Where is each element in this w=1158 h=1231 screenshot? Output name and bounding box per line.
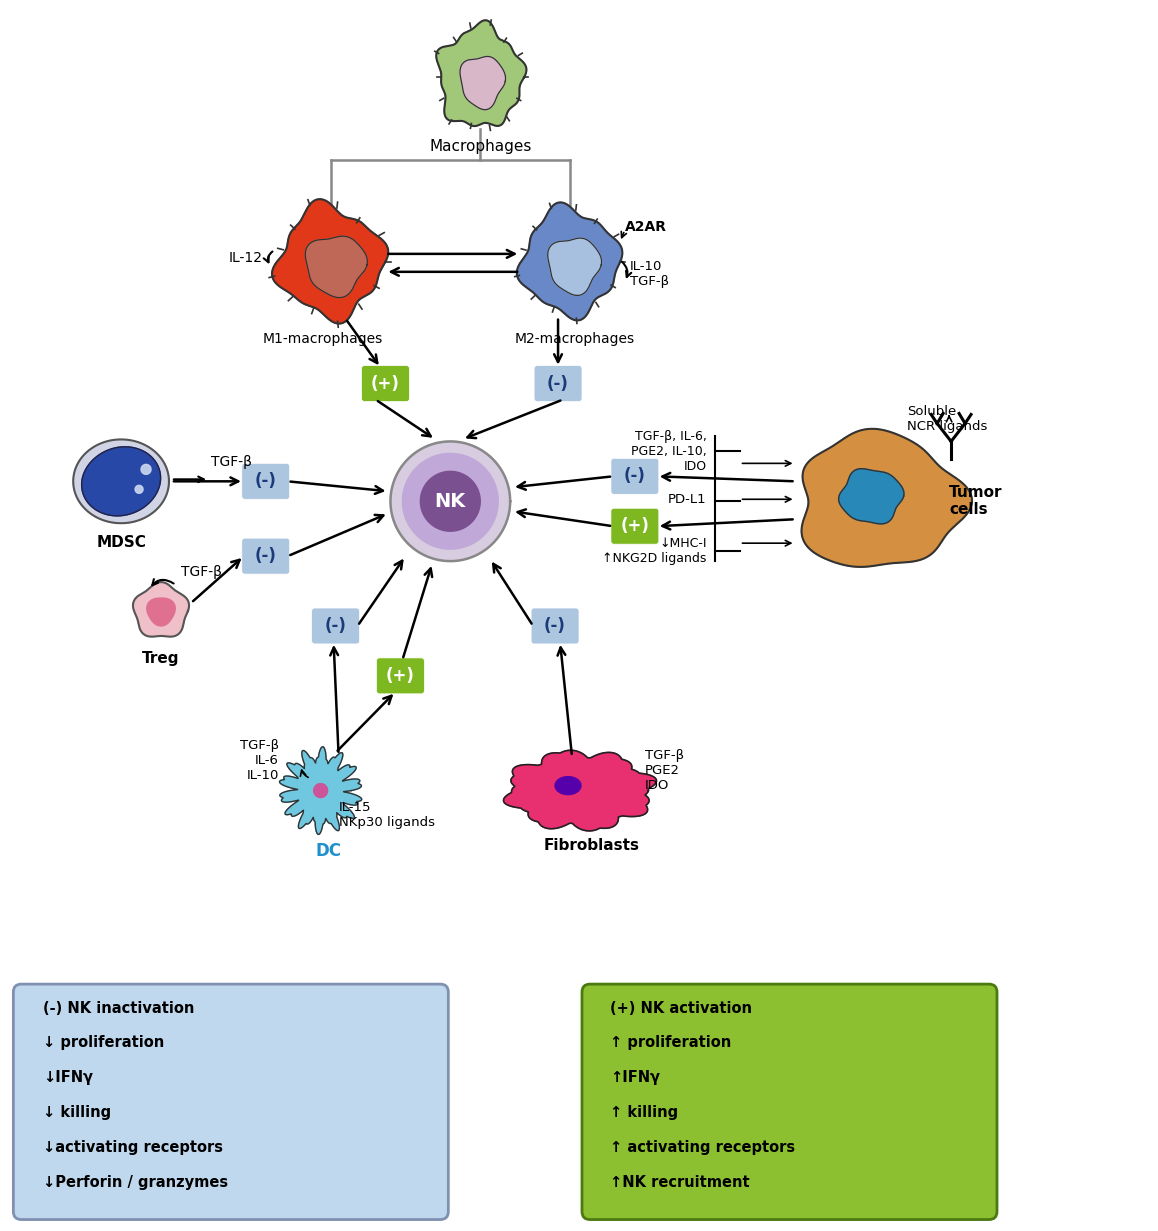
Text: ↓ proliferation: ↓ proliferation — [43, 1035, 164, 1050]
Polygon shape — [460, 57, 506, 110]
Text: (-) NK inactivation: (-) NK inactivation — [43, 1001, 195, 1016]
Text: (-): (-) — [544, 617, 566, 635]
Text: MDSC: MDSC — [96, 535, 146, 550]
Text: Macrophages: Macrophages — [430, 139, 532, 154]
Polygon shape — [133, 582, 189, 636]
Text: Treg: Treg — [142, 651, 179, 666]
Text: PD-L1: PD-L1 — [668, 492, 706, 506]
Polygon shape — [420, 471, 481, 532]
FancyBboxPatch shape — [611, 458, 659, 495]
Polygon shape — [555, 777, 581, 794]
FancyBboxPatch shape — [14, 984, 448, 1220]
Text: ↑IFNγ: ↑IFNγ — [610, 1071, 660, 1086]
FancyBboxPatch shape — [534, 366, 582, 401]
Text: TGF-β
PGE2
IDO: TGF-β PGE2 IDO — [645, 750, 684, 792]
Text: M1-macrophages: M1-macrophages — [263, 331, 383, 346]
Text: (+) NK activation: (+) NK activation — [610, 1001, 752, 1016]
Text: Fibroblasts: Fibroblasts — [544, 838, 640, 853]
Text: ↓ killing: ↓ killing — [43, 1105, 111, 1120]
FancyBboxPatch shape — [376, 657, 424, 694]
FancyBboxPatch shape — [312, 608, 359, 644]
Text: DC: DC — [316, 842, 342, 860]
Text: ↑ activating receptors: ↑ activating receptors — [610, 1140, 796, 1155]
FancyBboxPatch shape — [242, 538, 290, 574]
Text: NK: NK — [434, 491, 466, 511]
Polygon shape — [437, 20, 527, 126]
Polygon shape — [390, 442, 511, 561]
Polygon shape — [403, 453, 498, 549]
FancyBboxPatch shape — [611, 508, 659, 544]
Text: ↑ killing: ↑ killing — [610, 1105, 679, 1120]
Text: ↑ proliferation: ↑ proliferation — [610, 1035, 731, 1050]
Polygon shape — [272, 199, 388, 324]
Text: TGF-β
IL-6
IL-10: TGF-β IL-6 IL-10 — [240, 739, 279, 782]
Text: M2-macrophages: M2-macrophages — [515, 331, 635, 346]
Polygon shape — [82, 447, 161, 516]
Text: IL-12: IL-12 — [229, 251, 263, 265]
Text: (+): (+) — [621, 517, 650, 535]
Text: IL-10
TGF-β: IL-10 TGF-β — [630, 260, 669, 288]
Text: A2AR: A2AR — [625, 220, 667, 234]
Text: TGF-β: TGF-β — [211, 455, 251, 469]
Text: ↓activating receptors: ↓activating receptors — [43, 1140, 223, 1155]
Polygon shape — [314, 784, 328, 798]
Text: (+): (+) — [386, 667, 415, 684]
FancyBboxPatch shape — [582, 984, 997, 1220]
Text: (-): (-) — [547, 374, 569, 393]
Text: ↓Perforin / granzymes: ↓Perforin / granzymes — [43, 1176, 228, 1190]
Polygon shape — [279, 747, 361, 835]
Polygon shape — [548, 238, 601, 295]
Polygon shape — [306, 236, 367, 298]
Text: ↓IFNγ: ↓IFNγ — [43, 1071, 94, 1086]
Text: TGF-β: TGF-β — [181, 565, 222, 579]
Polygon shape — [801, 428, 972, 567]
Text: (-): (-) — [624, 468, 646, 485]
Polygon shape — [838, 469, 904, 524]
Text: Tumor
cells: Tumor cells — [950, 485, 1003, 517]
FancyBboxPatch shape — [361, 366, 410, 401]
FancyBboxPatch shape — [242, 463, 290, 500]
Text: (+): (+) — [371, 374, 400, 393]
Text: (-): (-) — [255, 547, 277, 565]
Polygon shape — [135, 485, 144, 494]
Text: ↑NK recruitment: ↑NK recruitment — [610, 1176, 749, 1190]
Text: TGF-β, IL-6,
PGE2, IL-10,
IDO: TGF-β, IL-6, PGE2, IL-10, IDO — [631, 430, 706, 473]
Text: Soluble
NCR ligands: Soluble NCR ligands — [907, 405, 988, 433]
Text: (-): (-) — [255, 473, 277, 490]
Polygon shape — [73, 439, 169, 523]
Polygon shape — [141, 464, 151, 474]
Text: IL-15
NKp30 ligands: IL-15 NKp30 ligands — [338, 800, 434, 828]
Polygon shape — [516, 202, 622, 320]
Text: ↓MHC-I
↑NKG2D ligands: ↓MHC-I ↑NKG2D ligands — [602, 537, 706, 565]
FancyBboxPatch shape — [532, 608, 579, 644]
Text: (-): (-) — [324, 617, 346, 635]
Polygon shape — [504, 750, 657, 831]
Polygon shape — [147, 598, 175, 627]
